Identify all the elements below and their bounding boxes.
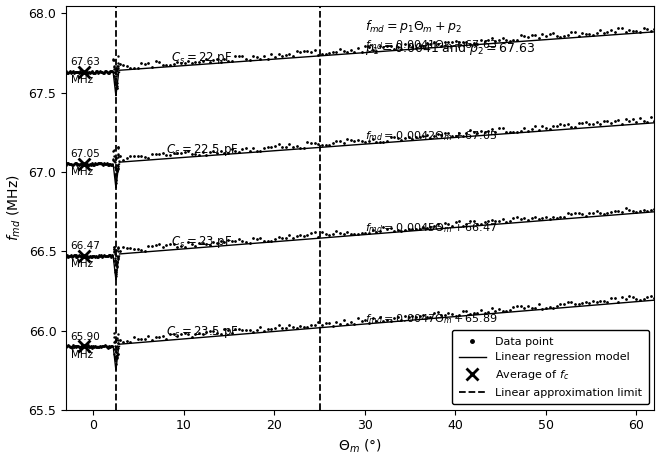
Y-axis label: $f_{md}$ (MHz): $f_{md}$ (MHz) <box>5 174 23 241</box>
Text: 65.90: 65.90 <box>71 331 100 342</box>
Text: $C_s = 22$ pF: $C_s = 22$ pF <box>171 50 232 66</box>
Text: 67.63: 67.63 <box>71 57 100 67</box>
Text: MHz: MHz <box>71 75 93 85</box>
Text: $f_{md} = p_1\Theta_m + p_2$: $f_{md} = p_1\Theta_m + p_2$ <box>365 18 461 35</box>
Text: MHz: MHz <box>71 167 93 177</box>
Text: MHz: MHz <box>71 349 93 360</box>
Text: $C_s = 22.5$ pF: $C_s = 22.5$ pF <box>166 142 238 158</box>
Legend: Data point, Linear regression model, Average of $f_c$, Linear approximation limi: Data point, Linear regression model, Ave… <box>452 330 649 404</box>
Text: $f_{md} = 0.0045\Theta_m + 66.47$: $f_{md} = 0.0045\Theta_m + 66.47$ <box>365 222 498 236</box>
X-axis label: $\Theta_m$ (°): $\Theta_m$ (°) <box>339 438 382 455</box>
Text: 66.47: 66.47 <box>71 241 100 251</box>
Text: $f_{md} = 0.0042\Theta_m + 67.05$: $f_{md} = 0.0042\Theta_m + 67.05$ <box>365 130 497 143</box>
Text: $f_{md} = 0.0041\Theta_m + 67.63$: $f_{md} = 0.0041\Theta_m + 67.63$ <box>365 38 498 52</box>
Text: 67.05: 67.05 <box>71 149 100 160</box>
Text: MHz: MHz <box>71 259 93 269</box>
Text: $f_{md} = 0.0047\Theta_m + 65.89$: $f_{md} = 0.0047\Theta_m + 65.89$ <box>365 312 498 326</box>
Text: $C_s = 23.5$ pF: $C_s = 23.5$ pF <box>166 324 238 340</box>
Text: $C_s = 23$ pF: $C_s = 23$ pF <box>171 234 232 250</box>
Text: $p_1 = 0.0041$ and $p_2 = 67.63$: $p_1 = 0.0041$ and $p_2 = 67.63$ <box>365 41 535 58</box>
